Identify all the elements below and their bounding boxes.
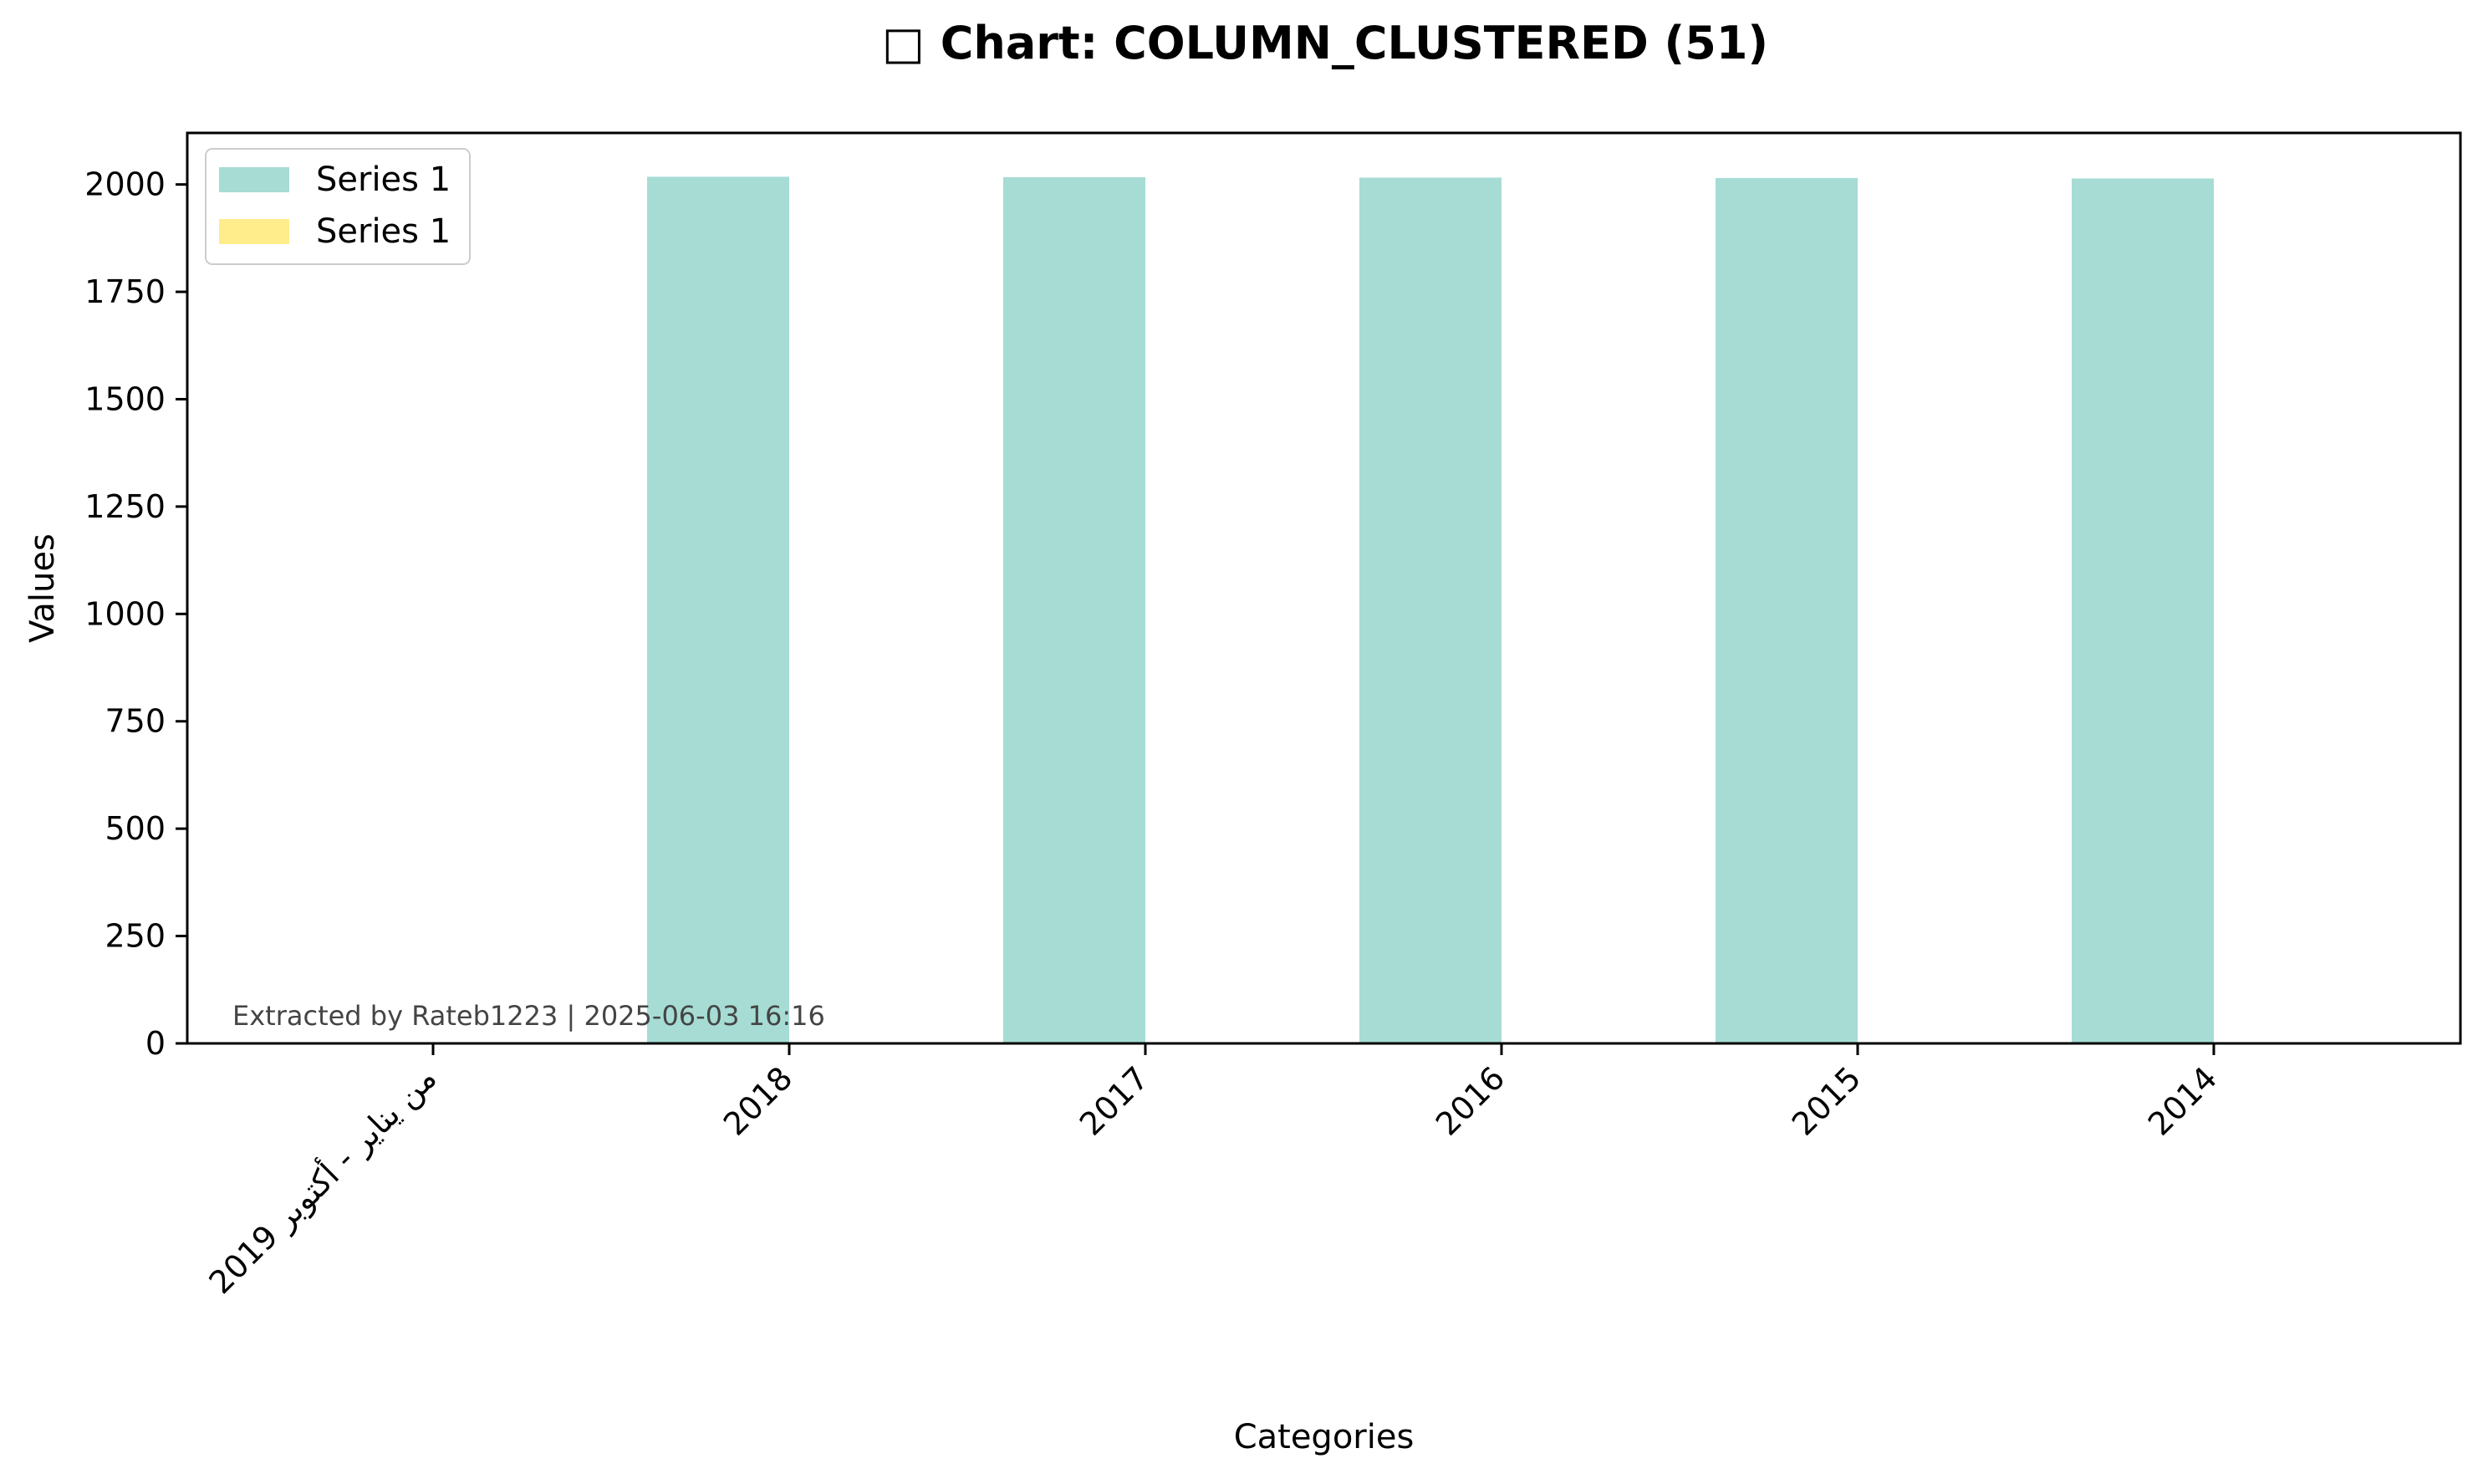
bar-series-1-2 xyxy=(1003,176,1145,1044)
y-tick-label-6: 1500 xyxy=(84,380,166,417)
y-tick-label-1: 250 xyxy=(105,918,166,955)
legend: Series 1 Series 1 xyxy=(205,148,471,265)
y-tick-label-7: 1750 xyxy=(84,273,166,310)
y-tick-label-5: 1250 xyxy=(84,488,166,525)
x-tick-label-4: 2015 xyxy=(1785,1059,1869,1143)
y-tick-label-8: 2000 xyxy=(84,166,166,203)
x-axis-label: Categories xyxy=(1234,1418,1415,1456)
bar-series-1-4 xyxy=(1716,177,1858,1044)
y-tick-label-4: 1000 xyxy=(84,595,166,632)
legend-label-1: Series 1 xyxy=(316,161,451,199)
legend-swatch-1 xyxy=(219,167,289,192)
plot-frame xyxy=(186,131,2462,1045)
chart-title: □ Chart: COLUMN_CLUSTERED (51) xyxy=(882,17,1768,69)
bar-series-1-5 xyxy=(2072,178,2214,1044)
x-tick-label-3: 2016 xyxy=(1429,1059,1512,1143)
bar-series-1-1 xyxy=(647,176,789,1044)
x-axis: من يناير - أكتوبر 2019 2018 2017 2016 2015 20… xyxy=(200,1043,2224,1302)
legend-swatch-2 xyxy=(219,219,289,244)
y-tick-label-3: 750 xyxy=(105,703,166,740)
extraction-annotation: Extracted by Rateb1223 | 2025-06-03 16:1… xyxy=(232,1000,825,1032)
x-tick-label-2: 2017 xyxy=(1073,1059,1156,1143)
x-tick-label-5: 2014 xyxy=(2141,1059,2225,1143)
y-tick-label-2: 500 xyxy=(105,810,166,847)
x-tick-label-0: من يناير - أكتوبر 2019 xyxy=(200,1058,444,1302)
y-axis: 0 250 500 750 1000 1250 1500 1750 2000 xyxy=(84,166,187,1062)
legend-label-2: Series 1 xyxy=(316,212,451,251)
bars-layer xyxy=(647,176,2214,1044)
y-tick-label-0: 0 xyxy=(145,1025,166,1062)
y-axis-label: Values xyxy=(23,533,62,643)
bar-series-1-3 xyxy=(1359,177,1502,1044)
x-tick-label-1: 2018 xyxy=(716,1059,800,1143)
